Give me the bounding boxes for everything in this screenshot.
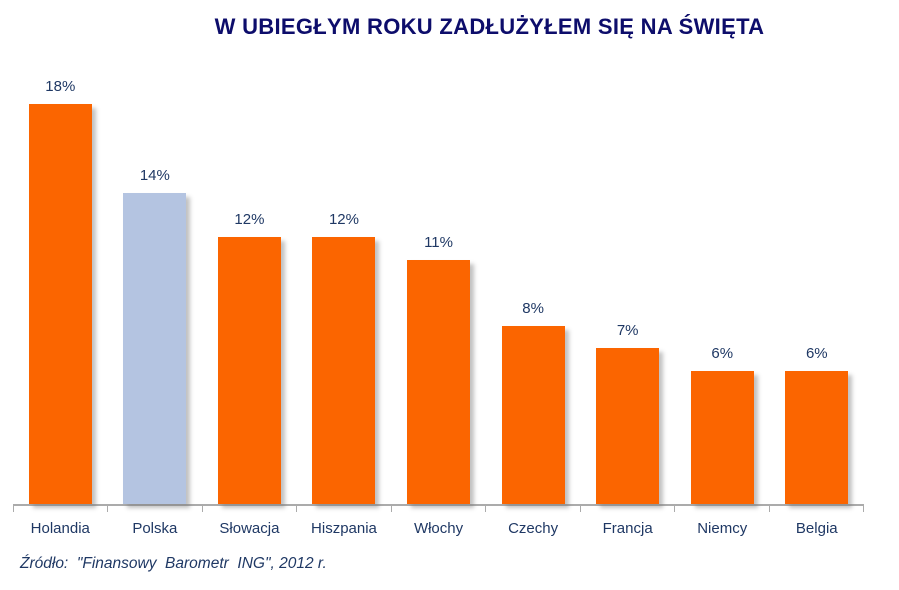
plot-area: 18% 14% 12% 12% 11% 8% 7% 6% 6%	[13, 78, 865, 506]
bar-value-label: 12%	[234, 211, 265, 228]
bar-value-label: 8%	[522, 300, 544, 317]
x-axis-ticks	[13, 506, 864, 512]
category-label: Hiszpania	[311, 520, 377, 537]
source-note: Źródło: "Finansowy Barometr ING", 2012 r…	[20, 555, 327, 572]
category-label: Słowacja	[219, 520, 280, 537]
bar	[217, 237, 281, 504]
axis-tick-cell	[13, 506, 107, 512]
chart-plot-wrap: 18% 14% 12% 12% 11% 8% 7% 6% 6% Holandia Polska Sł…	[13, 78, 865, 539]
category-label: Holandia	[30, 520, 90, 537]
category-label: Czechy	[508, 520, 559, 537]
category-labels: Holandia Polska Słowacja Hiszpania Włochy Cze…	[13, 512, 864, 539]
bar-slot: 8%	[486, 84, 581, 504]
axis-tick-cell	[107, 506, 201, 512]
bar-slot: 14%	[108, 84, 203, 504]
bar-slot: 18%	[13, 78, 108, 504]
chart-title: W UBIEGŁYM ROKU ZADŁUŻYŁEM SIĘ NA ŚWIĘTA	[214, 14, 765, 39]
bar-slot: 6%	[770, 84, 865, 504]
category-label: Francja	[602, 520, 653, 537]
bar-highlighted	[123, 193, 187, 504]
bar-slot: 6%	[675, 84, 770, 504]
category-label: Polska	[132, 520, 178, 537]
bar-value-label: 6%	[711, 345, 734, 362]
bar-value-label: 12%	[328, 211, 359, 228]
bar-value-label: 11%	[424, 234, 453, 251]
category-label: Niemcy	[697, 520, 748, 537]
bar	[407, 260, 471, 504]
bar-slot: 12%	[202, 84, 297, 504]
axis-tick-cell	[201, 506, 296, 512]
axis-tick-cell	[390, 506, 485, 512]
axis-tick-cell	[296, 506, 390, 512]
axis-tick-cell	[674, 506, 768, 512]
axis-tick-cell	[768, 506, 863, 512]
axis-tick-cell	[579, 506, 674, 512]
bar-value-label: 18%	[45, 78, 76, 95]
category-label: Belgia	[795, 520, 838, 537]
axis-tick-cell	[485, 506, 579, 512]
bar-slot: 7%	[580, 84, 675, 504]
bar	[312, 237, 376, 504]
bar	[596, 348, 660, 504]
category-label: Włochy	[413, 520, 464, 537]
bar	[28, 104, 92, 504]
bar	[501, 326, 565, 504]
bar-value-label: 14%	[139, 167, 170, 184]
bar-value-label: 6%	[805, 345, 828, 362]
bar-slot: 12%	[297, 84, 392, 504]
bar	[785, 371, 849, 504]
bar-slot: 11%	[391, 84, 486, 504]
bar-value-label: 7%	[616, 322, 639, 339]
bar	[690, 371, 754, 504]
